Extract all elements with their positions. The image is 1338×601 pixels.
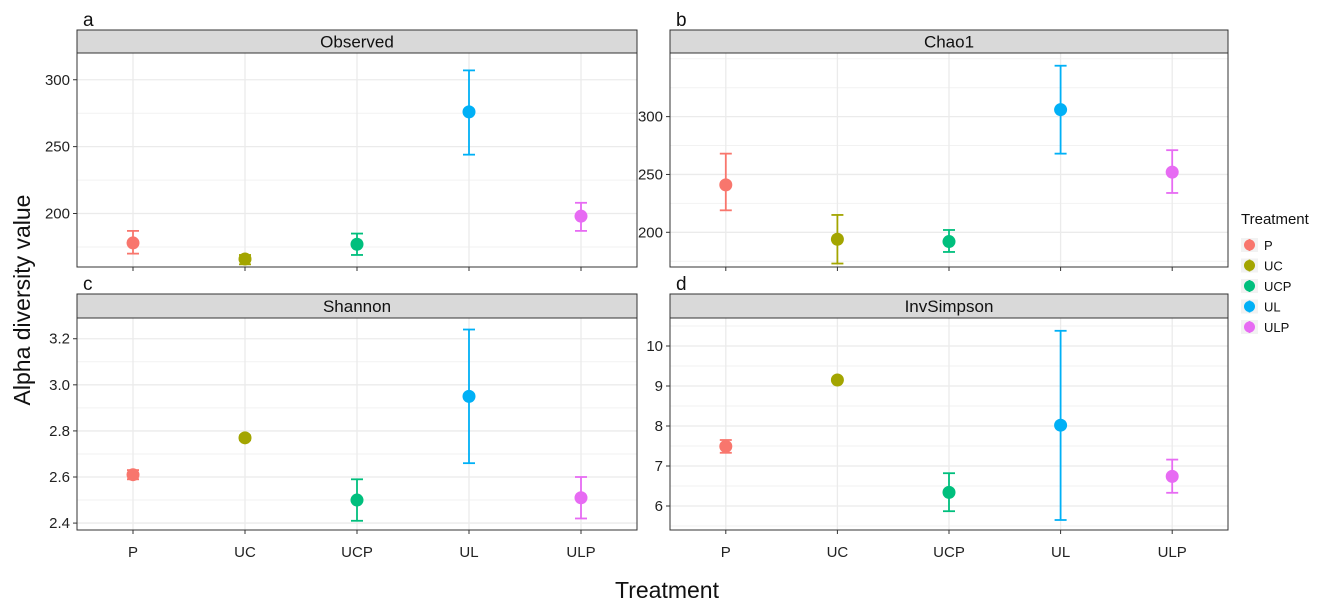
data-point-ulp [574, 491, 588, 505]
y-tick-label: 2.4 [49, 515, 70, 532]
data-point-uc [238, 431, 252, 445]
data-point-ulp [1165, 469, 1179, 483]
panel-letter: b [676, 10, 687, 31]
x-axis-title: Treatment [615, 577, 720, 601]
data-point-uc [238, 252, 252, 266]
y-tick-label: 6 [655, 498, 663, 515]
data-point-ul [1054, 418, 1068, 432]
x-tick-label: P [128, 544, 138, 561]
x-tick-label: ULP [566, 544, 595, 561]
legend-label: UL [1264, 300, 1281, 315]
x-tick-label: UCP [341, 544, 373, 561]
legend-key-ul [1244, 301, 1255, 312]
y-tick-label: 9 [655, 378, 663, 395]
legend-key-ulp [1244, 321, 1255, 333]
strip-background [76, 293, 638, 319]
x-tick-label: ULP [1158, 544, 1187, 561]
data-point-p [126, 236, 140, 250]
data-point-p [719, 439, 733, 453]
panel-border [669, 52, 1229, 268]
x-tick-label: P [721, 544, 731, 561]
panel-invsimpson: d InvSimpson 6 7 8 9 10 P UC UCP UL ULP [646, 274, 1229, 561]
data-point-ucp [350, 493, 364, 507]
x-tick-label: UC [827, 544, 849, 561]
x-tick-label: UL [459, 544, 478, 561]
data-point-uc [830, 373, 844, 387]
y-tick-label: 3.0 [49, 377, 70, 394]
legend-key-ucp [1244, 280, 1255, 292]
strip-title: InvSimpson [905, 297, 994, 316]
y-tick-label: 3.2 [49, 331, 70, 348]
panel-border [76, 52, 638, 268]
legend-label: UC [1264, 259, 1283, 274]
y-tick-label: 300 [45, 72, 70, 89]
data-point-ucp [942, 485, 956, 499]
data-point-uc [830, 232, 844, 246]
legend-label: P [1264, 238, 1273, 253]
y-tick-label: 2.6 [49, 469, 70, 486]
strip-background [669, 293, 1229, 319]
panel-letter: d [676, 274, 687, 295]
legend-label: ULP [1264, 320, 1289, 335]
data-point-ulp [574, 209, 588, 223]
panel-letter: a [83, 10, 94, 31]
data-point-p [719, 178, 733, 192]
legend: Treatment P UC UCP UL ULP [1241, 211, 1310, 335]
data-point-ul [462, 389, 476, 403]
y-tick-label: 300 [638, 109, 663, 126]
y-tick-label: 250 [638, 166, 663, 183]
y-tick-label: 2.8 [49, 423, 70, 440]
data-point-ucp [350, 237, 364, 251]
legend-label: UCP [1264, 279, 1291, 294]
y-tick-label: 200 [638, 224, 663, 241]
y-tick-label: 200 [45, 206, 70, 223]
panel-chao1: b Chao1 200 250 300 [638, 10, 1229, 271]
strip-title: Chao1 [924, 33, 974, 52]
x-tick-label: UC [234, 544, 256, 561]
x-tick-label: UCP [933, 544, 965, 561]
panel-border [669, 317, 1229, 531]
data-point-p [126, 468, 140, 482]
strip-title: Observed [320, 33, 394, 52]
data-point-ul [462, 105, 476, 119]
data-point-ul [1054, 103, 1068, 117]
panel-letter: c [83, 274, 93, 295]
y-axis-title: Alpha diversity value [9, 195, 35, 406]
panel-observed: a Observed 200 250 300 [45, 10, 638, 271]
legend-key-p [1244, 239, 1255, 251]
panel-border [76, 317, 638, 531]
y-tick-label: 8 [655, 418, 663, 435]
legend-title: Treatment [1241, 211, 1310, 228]
strip-title: Shannon [323, 297, 391, 316]
data-point-ucp [942, 235, 956, 249]
y-tick-label: 10 [646, 338, 663, 355]
y-tick-label: 250 [45, 139, 70, 156]
x-tick-label: UL [1051, 544, 1070, 561]
panel-shannon: c Shannon 2.4 2.6 2.8 3.0 3.2 P UC UCP UL ULP [49, 274, 638, 561]
data-point-ulp [1165, 165, 1179, 179]
y-tick-label: 7 [655, 458, 663, 475]
legend-key-uc [1244, 260, 1255, 271]
